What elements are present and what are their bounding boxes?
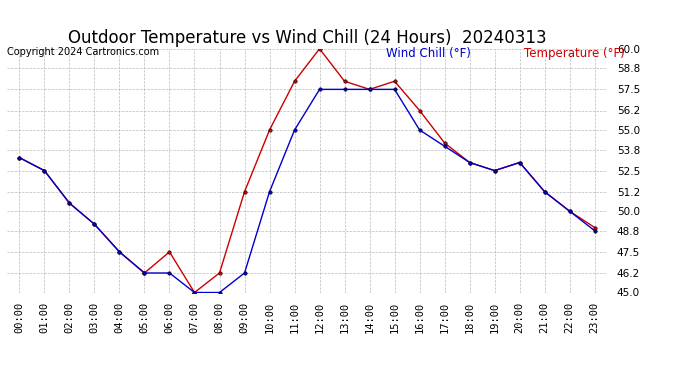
Text: Copyright 2024 Cartronics.com: Copyright 2024 Cartronics.com <box>7 47 159 57</box>
Text: Temperature (°F): Temperature (°F) <box>524 47 625 60</box>
Text: Wind Chill (°F): Wind Chill (°F) <box>386 47 471 60</box>
Title: Outdoor Temperature vs Wind Chill (24 Hours)  20240313: Outdoor Temperature vs Wind Chill (24 Ho… <box>68 29 546 47</box>
